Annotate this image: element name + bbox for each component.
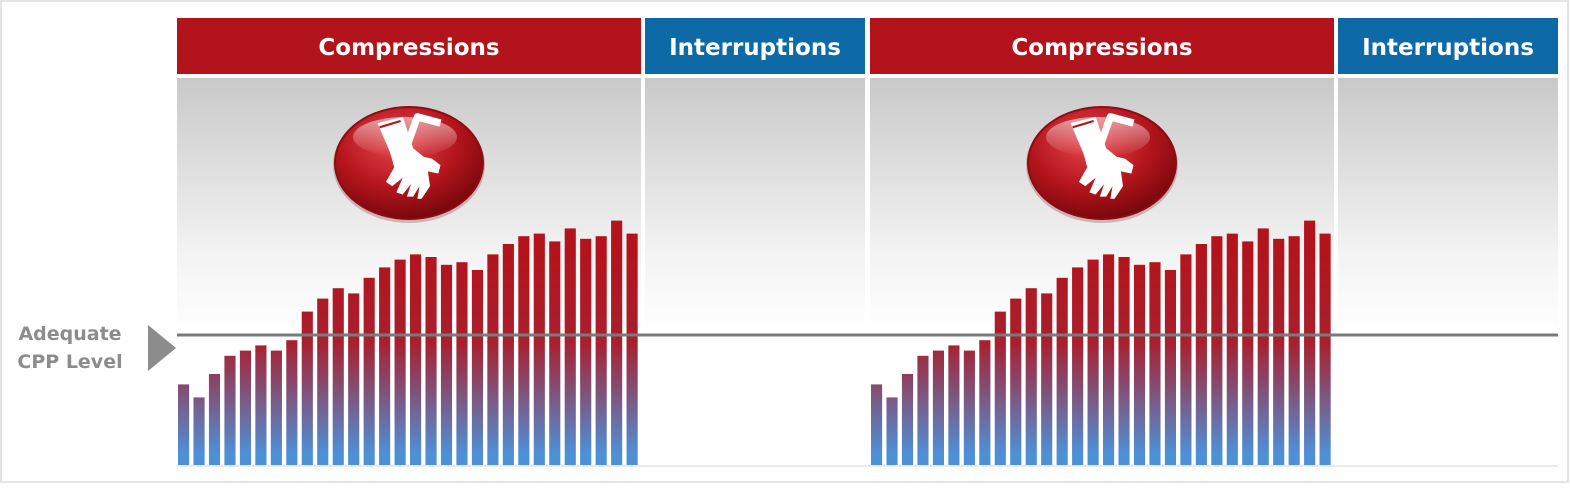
segment-panel-interruptions <box>1338 78 1558 335</box>
bar <box>994 311 1006 465</box>
bar <box>255 345 267 465</box>
segment-panel-interruptions <box>645 78 865 335</box>
bar <box>1180 254 1192 465</box>
bar <box>549 241 561 465</box>
segment-icons <box>333 106 1178 223</box>
bar <box>178 384 190 465</box>
bar <box>440 264 453 465</box>
bar <box>1103 254 1115 465</box>
bar <box>1133 264 1146 465</box>
segment-header-label: Interruptions <box>1362 35 1534 61</box>
bar <box>1273 238 1285 465</box>
segment-header-label: Interruptions <box>669 35 841 61</box>
threshold-label: Adequate CPP Level <box>17 323 176 373</box>
bar <box>917 355 929 465</box>
bar <box>239 350 252 465</box>
segment-panel-lower <box>1338 335 1558 465</box>
bar <box>487 254 499 465</box>
bar <box>1211 236 1223 465</box>
bar <box>410 254 422 465</box>
bar <box>1257 228 1269 465</box>
bar <box>332 288 344 465</box>
cpr-hands-icon <box>1026 106 1178 223</box>
bar <box>564 228 576 465</box>
bar <box>1164 270 1177 465</box>
bar <box>1041 293 1053 465</box>
bar <box>901 374 914 465</box>
threshold-group <box>177 333 1558 467</box>
bar <box>963 350 975 465</box>
chart-bars <box>178 220 1331 465</box>
bar <box>871 384 883 465</box>
bar <box>224 355 236 465</box>
segment-panel-lower <box>870 335 1334 465</box>
segment-panel-lower <box>645 335 865 465</box>
bar <box>948 345 960 465</box>
bar <box>317 298 329 465</box>
bar <box>1226 233 1238 465</box>
bar <box>1087 259 1099 465</box>
bar <box>626 233 638 465</box>
bar <box>1025 288 1037 465</box>
bar <box>1304 220 1316 465</box>
bar <box>580 238 592 465</box>
bar <box>471 270 484 465</box>
bar <box>611 220 623 465</box>
bar <box>1010 298 1022 465</box>
threshold-label-line1: Adequate <box>18 323 121 345</box>
bar <box>425 257 437 465</box>
segment-header-compressions <box>177 18 641 74</box>
segment-header-compressions <box>870 18 1334 74</box>
bar <box>518 236 530 465</box>
bar <box>1056 277 1068 465</box>
bar <box>1072 267 1084 465</box>
bar <box>1149 262 1161 465</box>
segment-header-label: Compressions <box>318 35 499 61</box>
bar <box>595 236 607 465</box>
bar <box>456 262 468 465</box>
bar <box>379 267 391 465</box>
bar <box>193 397 205 465</box>
bar <box>1118 257 1130 465</box>
threshold-label-line2: CPP Level <box>17 351 122 373</box>
bar <box>301 311 313 465</box>
bar <box>533 233 545 465</box>
bar <box>886 397 898 465</box>
bar <box>1288 236 1300 465</box>
bar <box>208 374 221 465</box>
segment-panel-lower <box>177 335 641 465</box>
bar <box>1242 241 1254 465</box>
bar <box>502 244 514 465</box>
cpr-hands-icon <box>333 106 485 223</box>
bar <box>286 340 298 465</box>
segment-header-label: Compressions <box>1011 35 1192 61</box>
segment-headers: Compressions Interruptions Compressions Int… <box>177 18 1558 74</box>
bar <box>1319 233 1331 465</box>
bar <box>979 340 991 465</box>
bar <box>363 277 375 465</box>
segment-header-interruptions <box>1338 18 1558 74</box>
chart-panels <box>177 78 1558 465</box>
bar <box>270 350 282 465</box>
threshold-arrow-icon <box>148 325 176 371</box>
bar <box>394 259 406 465</box>
bar <box>1195 244 1207 465</box>
bar <box>932 350 945 465</box>
bar <box>348 293 360 465</box>
segment-header-interruptions <box>645 18 865 74</box>
